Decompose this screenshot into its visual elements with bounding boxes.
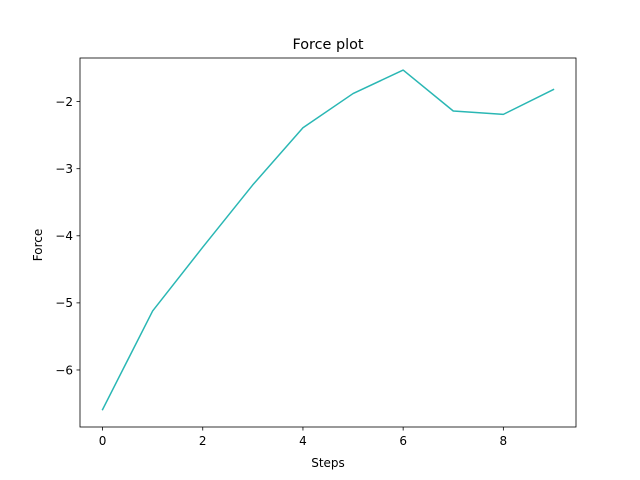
x-axis-label: Steps bbox=[311, 456, 345, 470]
y-tick-label: −4 bbox=[55, 229, 73, 243]
y-axis-ticks: −6 −5 −4 −3 −2 bbox=[55, 95, 80, 377]
y-tick-label: −5 bbox=[55, 296, 73, 310]
y-axis-label: Force bbox=[31, 229, 45, 261]
series-layer bbox=[101, 69, 555, 411]
x-tick-label: 0 bbox=[99, 434, 107, 448]
x-tick-label: 8 bbox=[500, 434, 508, 448]
x-tick-label: 2 bbox=[199, 434, 207, 448]
series-line bbox=[101, 69, 555, 411]
plot-frame bbox=[79, 57, 577, 428]
y-tick-label: −3 bbox=[55, 162, 73, 176]
y-tick-label: −6 bbox=[55, 363, 73, 377]
x-axis-ticks: 0 2 4 6 8 bbox=[99, 427, 507, 448]
x-tick-label: 4 bbox=[299, 434, 307, 448]
chart-title: Force plot bbox=[292, 37, 363, 53]
y-tick-label: −2 bbox=[55, 95, 73, 109]
x-tick-label: 6 bbox=[399, 434, 407, 448]
